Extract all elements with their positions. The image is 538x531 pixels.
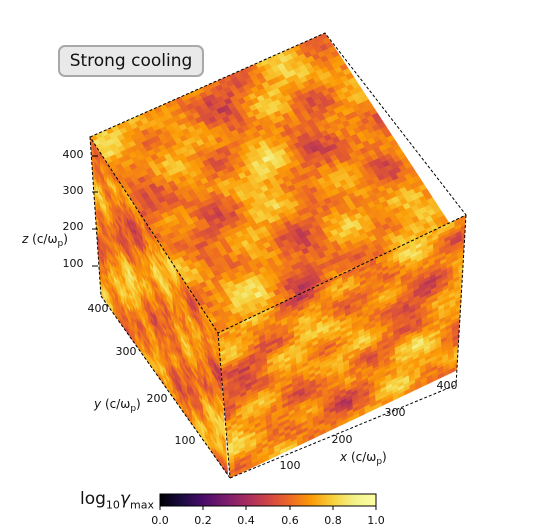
x-tick-label: 400 — [437, 379, 458, 392]
y-tick-label: 200 — [147, 392, 168, 405]
cube-top-face — [90, 33, 454, 333]
colorbar-tick-label: 0.2 — [194, 514, 212, 527]
colorbar-tick-label: 1.0 — [367, 514, 385, 527]
colorbar-tick-label: 0.4 — [237, 514, 255, 527]
colorbar: 0.0 0.2 0.4 0.6 0.8 1.0 — [151, 493, 385, 527]
y-axis-label: y (c/ωp) — [93, 397, 141, 414]
y-tick-label: 100 — [175, 434, 196, 447]
y-tick-label: 400 — [88, 302, 109, 315]
z-axis: 100 200 300 400 z (c/ωp) — [21, 148, 98, 270]
y-axis: 100 200 300 400 y (c/ωp) — [88, 302, 196, 447]
colorbar-tick-label: 0.8 — [324, 514, 342, 527]
z-tick-label: 200 — [63, 220, 84, 233]
z-tick-label: 400 — [63, 148, 84, 161]
z-tick-label: 100 — [63, 257, 84, 270]
colorbar-gradient — [159, 493, 377, 507]
condition-badge: Strong cooling — [58, 45, 204, 77]
x-tick-label: 300 — [385, 406, 406, 419]
y-tick-label: 300 — [116, 345, 137, 358]
cube-right-face — [218, 215, 466, 478]
x-axis-label: x (c/ωp) — [339, 450, 387, 467]
colorbar-label: log10γmax — [80, 489, 154, 512]
colorbar-tick-label: 0.6 — [281, 514, 299, 527]
cube-edges — [89, 32, 467, 479]
z-tick-label: 300 — [63, 184, 84, 197]
colorbar-tick-label: 0.0 — [151, 514, 169, 527]
x-tick-label: 200 — [332, 433, 353, 446]
x-tick-label: 100 — [280, 459, 301, 472]
x-axis: 100 200 300 400 x (c/ωp) — [280, 379, 458, 472]
z-axis-label: z (c/ωp) — [21, 232, 68, 249]
